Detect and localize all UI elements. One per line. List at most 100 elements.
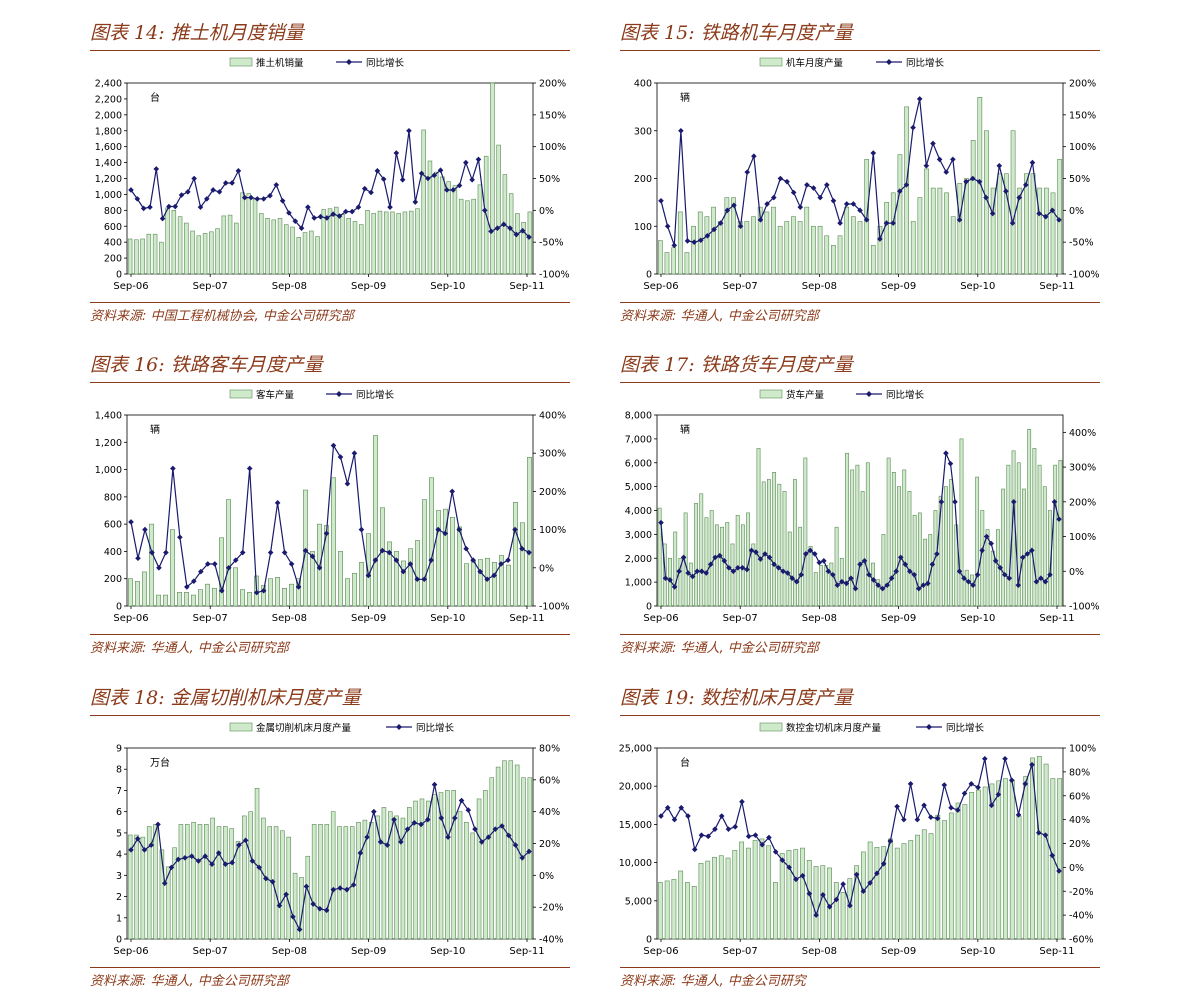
bar	[808, 546, 813, 607]
bar	[870, 245, 876, 275]
growth-marker	[678, 127, 684, 134]
bar	[657, 240, 663, 275]
bar	[259, 213, 264, 275]
growth-marker	[989, 210, 996, 217]
bar	[891, 472, 896, 607]
growth-marker	[789, 575, 795, 582]
growth-marker	[309, 553, 316, 560]
growth-marker	[418, 821, 424, 828]
growth-marker	[485, 834, 492, 840]
growth-marker	[875, 582, 881, 588]
growth-marker	[887, 838, 894, 844]
growth-marker	[786, 864, 792, 871]
bar	[944, 192, 949, 275]
growth-marker	[911, 571, 918, 578]
growth-marker	[914, 816, 921, 823]
bar	[1024, 173, 1029, 275]
growth-marker	[671, 816, 678, 823]
growth-marker	[267, 192, 273, 199]
chart-source: 资料来源: 华通人, 中金公司研究	[620, 974, 806, 989]
x-tick-label: Sep-09	[351, 281, 386, 292]
growth-marker	[135, 555, 141, 562]
y2-tick-label: 0%	[539, 871, 554, 882]
y-tick-label: 1,000	[95, 465, 122, 476]
bar	[717, 221, 723, 275]
bar	[739, 841, 744, 940]
bar	[761, 481, 766, 607]
growth-marker	[979, 547, 985, 554]
growth-marker	[833, 896, 840, 903]
bar	[930, 187, 936, 275]
growth-marker	[691, 846, 698, 853]
growth-marker	[825, 568, 832, 575]
y2-tick-label: -20%	[539, 903, 564, 914]
growth-marker	[726, 565, 732, 571]
growth-marker	[694, 568, 700, 575]
bar	[784, 221, 790, 275]
bar	[327, 208, 333, 275]
growth-marker	[925, 580, 931, 587]
bar	[744, 221, 750, 275]
growth-marker	[830, 197, 837, 204]
bar	[928, 534, 933, 607]
growth-marker	[269, 878, 276, 885]
growth-marker	[316, 565, 323, 571]
y-tick-label: 5	[116, 828, 122, 839]
y2-tick-label: 80%	[1069, 767, 1090, 778]
growth-marker	[286, 210, 292, 216]
growth-marker	[1024, 551, 1031, 557]
growth-marker	[813, 912, 819, 918]
bar	[709, 510, 714, 607]
growth-marker	[784, 178, 790, 185]
growth-marker	[371, 808, 377, 815]
growth-marker	[431, 781, 438, 788]
growth-marker	[1016, 194, 1022, 201]
growth-marker	[739, 565, 746, 571]
source-rule	[620, 302, 1100, 303]
growth-marker	[981, 755, 988, 762]
bar	[797, 221, 803, 275]
bar	[521, 221, 526, 275]
growth-marker	[188, 853, 195, 860]
growth-marker	[491, 572, 497, 579]
growth-marker	[519, 855, 526, 861]
bar	[657, 507, 662, 607]
y2-tick-label: 60%	[539, 775, 560, 786]
bar	[786, 850, 792, 940]
bar	[865, 462, 870, 607]
growth-marker	[184, 584, 190, 590]
bar	[309, 230, 314, 275]
source-rule	[90, 967, 570, 968]
y-tick-label: 1,800	[95, 126, 122, 137]
bar	[764, 211, 770, 275]
x-tick-label: Sep-09	[881, 281, 916, 292]
growth-marker	[970, 582, 976, 588]
chart-title: 图表 16: 铁路客车月度产量	[90, 354, 323, 376]
growth-marker	[492, 826, 499, 832]
bar	[745, 847, 751, 940]
bar	[171, 210, 177, 275]
legend-bar-swatch	[759, 722, 783, 732]
y2-tick-label: 200%	[1069, 497, 1096, 508]
bar	[711, 206, 716, 275]
bar	[757, 206, 763, 275]
y2-tick-label: 50%	[1069, 174, 1090, 185]
growth-marker	[239, 549, 246, 556]
bar	[513, 502, 518, 607]
bar	[134, 834, 139, 940]
growth-marker	[1051, 499, 1058, 505]
y-tick-label: 9	[116, 744, 122, 755]
bar	[819, 565, 823, 607]
bar	[334, 206, 339, 275]
growth-marker	[764, 201, 770, 207]
bar	[803, 457, 808, 607]
bar	[165, 866, 171, 940]
growth-marker	[283, 891, 289, 898]
growth-marker	[975, 784, 981, 791]
growth-marker	[225, 565, 232, 571]
growth-marker	[218, 587, 225, 594]
bar	[400, 817, 406, 940]
bar	[938, 495, 943, 607]
bar	[383, 211, 389, 275]
growth-marker	[242, 837, 249, 844]
